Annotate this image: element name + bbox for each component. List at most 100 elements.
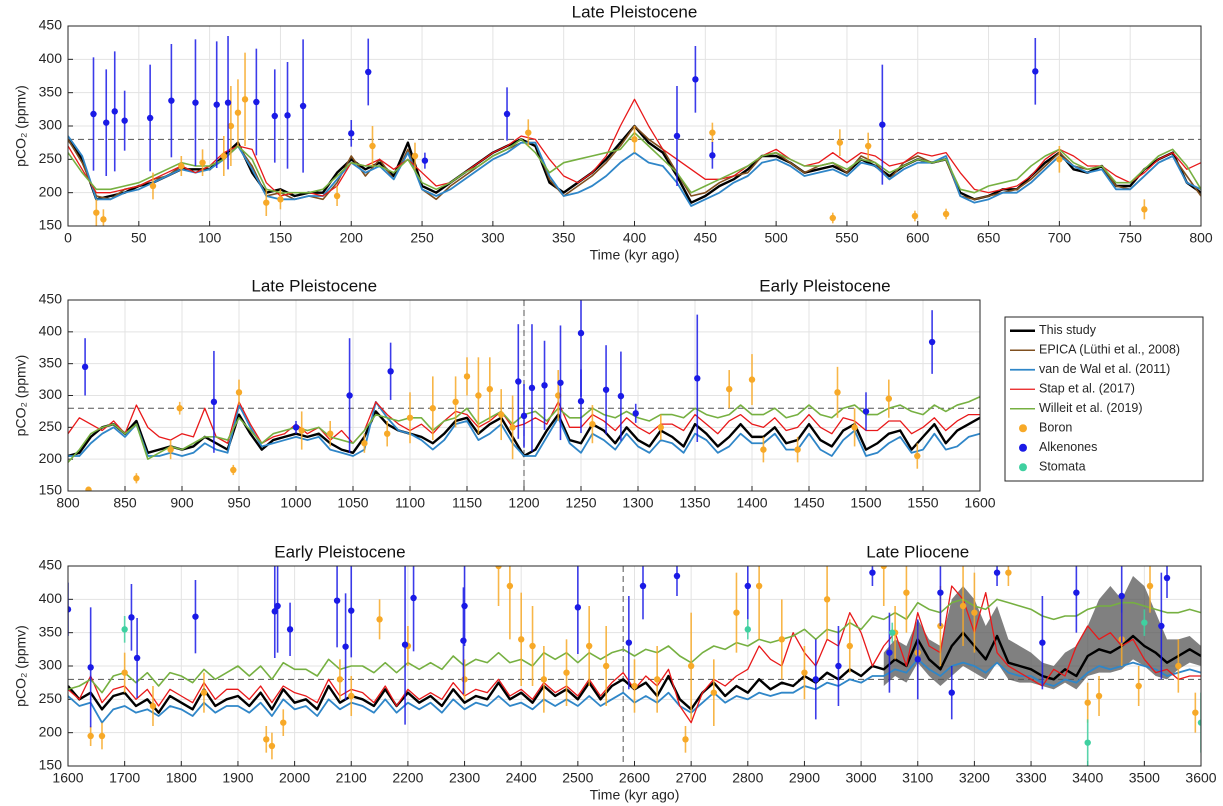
data-point bbox=[928, 338, 936, 346]
data-point bbox=[748, 376, 756, 383]
data-point bbox=[213, 101, 220, 108]
data-point bbox=[589, 420, 596, 428]
data-point bbox=[673, 572, 681, 580]
data-point bbox=[631, 136, 638, 143]
data-point bbox=[694, 375, 701, 382]
x-tick-label: 2300 bbox=[449, 770, 480, 786]
data-point bbox=[942, 210, 950, 218]
x-tick-label: 1600 bbox=[52, 770, 83, 786]
data-point bbox=[87, 664, 94, 671]
x-tick-label: 1400 bbox=[736, 495, 767, 511]
x-tick-label: 600 bbox=[906, 230, 930, 246]
data-point bbox=[200, 689, 208, 696]
data-point bbox=[525, 129, 532, 136]
x-tick-label: 350 bbox=[552, 230, 576, 246]
data-point bbox=[1141, 206, 1148, 213]
data-point bbox=[1056, 156, 1063, 163]
data-point bbox=[577, 398, 585, 405]
y-tick-label: 350 bbox=[39, 83, 63, 99]
axes-frame bbox=[67, 25, 1202, 227]
data-point bbox=[1158, 622, 1165, 630]
data-point bbox=[889, 629, 896, 636]
data-point bbox=[210, 398, 218, 406]
y-tick-label: 300 bbox=[39, 117, 63, 133]
y-tick-label: 200 bbox=[39, 183, 63, 199]
data-point bbox=[846, 642, 853, 650]
x-tick-label: 100 bbox=[198, 230, 222, 246]
x-tick-label: 150 bbox=[269, 230, 293, 246]
legend-swatch bbox=[1019, 463, 1027, 472]
data-point bbox=[692, 76, 699, 83]
data-point bbox=[1141, 619, 1148, 626]
data-point bbox=[333, 597, 341, 604]
x-tick-label: 650 bbox=[977, 230, 1001, 246]
data-point bbox=[401, 641, 409, 648]
x-tick-label: 3500 bbox=[1129, 770, 1160, 786]
x-tick-label: 1000 bbox=[280, 495, 311, 511]
x-tick-label: 2400 bbox=[506, 770, 537, 786]
x-tick-label: 1300 bbox=[622, 495, 653, 511]
data-point bbox=[879, 121, 886, 128]
legend-label: van de Wal et al. (2011) bbox=[1039, 362, 1170, 376]
x-axis-label: Time (kyr ago) bbox=[590, 247, 680, 263]
y-tick-label: 150 bbox=[39, 482, 63, 498]
x-axis-label: Time (kyr ago) bbox=[590, 787, 680, 803]
data-point bbox=[421, 157, 429, 164]
data-point bbox=[1118, 592, 1125, 600]
data-point bbox=[128, 614, 135, 621]
x-tick-label: 1600 bbox=[964, 495, 995, 511]
data-point bbox=[673, 132, 681, 140]
data-point bbox=[178, 162, 185, 170]
data-point bbox=[387, 368, 394, 375]
data-point bbox=[602, 386, 610, 393]
data-point bbox=[880, 566, 887, 570]
data-point bbox=[253, 98, 260, 106]
legend: This study EPICA (Lüthi et al., 2008) van … bbox=[1004, 316, 1204, 482]
data-point bbox=[220, 152, 227, 160]
y-tick-label: 250 bbox=[39, 418, 63, 434]
data-point bbox=[653, 676, 661, 683]
data-point bbox=[103, 119, 110, 126]
data-point bbox=[149, 182, 157, 190]
data-point bbox=[755, 582, 763, 590]
legend-box bbox=[1004, 316, 1204, 482]
data-point bbox=[384, 430, 391, 437]
panel: 0 50 100 150 200 250 300 350 400 450 500 550 600 650 7… bbox=[13, 2, 1213, 262]
data-point bbox=[801, 669, 808, 676]
x-tick-label: 2900 bbox=[789, 770, 820, 786]
data-point bbox=[461, 676, 468, 683]
y-tick-label: 200 bbox=[39, 450, 63, 466]
data-point bbox=[286, 626, 294, 633]
data-point bbox=[1175, 662, 1182, 670]
data-point bbox=[959, 602, 967, 610]
x-tick-label: 3400 bbox=[1072, 770, 1103, 786]
data-point bbox=[133, 654, 141, 662]
data-point bbox=[121, 669, 128, 676]
data-point bbox=[528, 384, 536, 392]
x-tick-label: 550 bbox=[835, 230, 859, 246]
data-point bbox=[1032, 68, 1039, 75]
x-tick-label: 850 bbox=[113, 495, 137, 511]
legend-swatch bbox=[1019, 443, 1027, 452]
data-point bbox=[327, 430, 334, 437]
data-point bbox=[529, 642, 536, 650]
data-point bbox=[885, 395, 892, 402]
data-point bbox=[625, 639, 633, 646]
data-point bbox=[602, 662, 610, 670]
data-point bbox=[794, 446, 801, 453]
x-tick-label: 300 bbox=[481, 230, 505, 246]
chart-title: Late Pleistocene bbox=[572, 2, 698, 21]
x-tick-label: 0 bbox=[64, 230, 72, 246]
x-tick-label: 1250 bbox=[565, 495, 596, 511]
data-point bbox=[100, 216, 107, 223]
data-point bbox=[812, 676, 819, 683]
data-point bbox=[1197, 719, 1201, 726]
data-point bbox=[709, 152, 716, 159]
x-tick-label: 750 bbox=[1119, 230, 1143, 246]
data-point bbox=[121, 626, 128, 633]
data-point bbox=[199, 159, 206, 166]
data-point bbox=[851, 424, 858, 431]
data-point bbox=[829, 214, 836, 222]
y-tick-label: 250 bbox=[39, 150, 63, 166]
data-point bbox=[911, 212, 919, 220]
